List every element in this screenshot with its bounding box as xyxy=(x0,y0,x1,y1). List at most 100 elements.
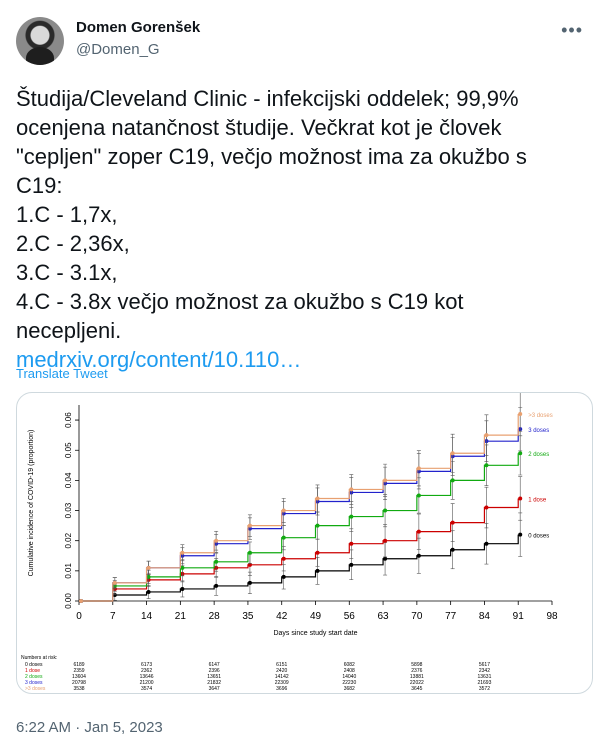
risk-cell: 3647 xyxy=(209,686,220,692)
x-tick-label: 63 xyxy=(378,611,390,622)
data-point xyxy=(79,599,83,603)
risk-cell: 21832 xyxy=(207,680,221,686)
more-dots-icon[interactable]: ••• xyxy=(561,20,583,40)
risk-cell: 22309 xyxy=(275,680,289,686)
data-point xyxy=(315,496,320,501)
author-handle[interactable]: @Domen_G xyxy=(76,41,160,58)
data-point xyxy=(214,559,219,564)
data-point xyxy=(349,562,354,567)
avatar[interactable] xyxy=(16,17,64,65)
risk-cell: 2396 xyxy=(209,668,220,674)
series-label: 3 doses xyxy=(528,428,549,434)
data-point xyxy=(146,589,151,594)
data-point xyxy=(349,541,354,546)
risk-cell: 2376 xyxy=(411,668,422,674)
x-tick-label: 7 xyxy=(110,611,116,622)
data-point xyxy=(484,505,489,510)
x-axis-label: Days since study start date xyxy=(273,630,357,637)
data-point xyxy=(518,451,523,456)
y-tick-label: 0.06 xyxy=(64,412,73,428)
data-point xyxy=(180,586,185,591)
x-tick-label: 84 xyxy=(479,611,491,622)
data-point xyxy=(383,478,388,483)
series-label: 0 doses xyxy=(528,534,549,540)
data-point xyxy=(281,535,286,540)
data-point xyxy=(247,580,252,585)
tweet-line: ocenjena natančnost študije. Večkrat kot… xyxy=(16,115,502,140)
risk-row-label: 2 doses xyxy=(25,674,43,680)
y-tick-label: 0.05 xyxy=(64,442,73,458)
x-tick-label: 14 xyxy=(141,611,153,622)
y-tick-label: 0.02 xyxy=(64,532,73,548)
risk-cell: 13646 xyxy=(140,674,154,680)
data-point xyxy=(112,580,117,585)
x-tick-label: 0 xyxy=(76,611,82,622)
chart-image[interactable]: 0 7 14 21 28 35 42 49 56 63 70 77 84 91 98 0.00 0.01 0.02… xyxy=(16,392,593,694)
risk-cell: 6082 xyxy=(344,662,355,668)
series-line-4 xyxy=(79,414,519,602)
data-point xyxy=(180,550,185,555)
risk-cell: 22022 xyxy=(410,680,424,686)
data-point xyxy=(518,412,523,417)
tweet-text: Študija/Cleveland Clinic - infekcijski o… xyxy=(16,84,591,374)
risk-cell: 2342 xyxy=(479,668,490,674)
data-point xyxy=(247,550,252,555)
tweet-line: "cepljen" zoper C19, večjo možnost ima z… xyxy=(16,144,527,169)
y-tick-label: 0.01 xyxy=(64,563,73,579)
translate-tweet-link[interactable]: Translate Tweet xyxy=(16,366,108,381)
data-point xyxy=(349,487,354,492)
data-point xyxy=(484,433,489,438)
tweet-line: 4.C - 3.8x večjo možnost za okužbo s C19… xyxy=(16,289,464,314)
series-line-1 xyxy=(79,498,519,602)
data-point xyxy=(383,538,388,543)
risk-cell: 5617 xyxy=(479,662,490,668)
data-point xyxy=(484,463,489,468)
data-point xyxy=(146,574,151,579)
y-tick-label: 0.03 xyxy=(64,502,73,518)
y-tick-label: 0.00 xyxy=(64,593,73,609)
risk-row-label: 0 doses xyxy=(25,662,43,668)
data-point xyxy=(383,556,388,561)
data-point xyxy=(146,565,151,570)
author-name[interactable]: Domen Gorenšek xyxy=(76,19,201,36)
risk-cell: 13651 xyxy=(207,674,221,680)
x-tick-label: 98 xyxy=(546,611,558,622)
x-tick-label: 70 xyxy=(411,611,423,622)
tweet-line: C19: xyxy=(16,173,63,198)
data-point xyxy=(383,508,388,513)
risk-row-label: 1 dose xyxy=(25,668,40,674)
data-point xyxy=(416,493,421,498)
tweet-link[interactable]: medrxiv.org/content/10.110… xyxy=(16,347,302,372)
tweet-timestamp[interactable]: 6:22 AM · Jan 5, 2023 xyxy=(16,719,163,736)
data-point xyxy=(281,508,286,513)
risk-cell: 20798 xyxy=(72,680,86,686)
data-point xyxy=(416,553,421,558)
x-tick-label: 56 xyxy=(344,611,356,622)
series-label: 1 dose xyxy=(528,497,547,503)
x-tick-label: 42 xyxy=(276,611,288,622)
tweet-line: 3.C - 3.1x, xyxy=(16,260,118,285)
risk-cell: 2362 xyxy=(141,668,152,674)
data-point xyxy=(518,496,523,501)
risk-cell: 13881 xyxy=(410,674,424,680)
risk-cell: 6147 xyxy=(209,662,220,668)
series-label: 2 doses xyxy=(528,452,549,458)
y-tick-label: 0.04 xyxy=(64,472,73,488)
data-point xyxy=(315,550,320,555)
data-point xyxy=(315,568,320,573)
risk-cell: 6189 xyxy=(73,662,84,668)
data-point xyxy=(315,523,320,528)
x-tick-label: 28 xyxy=(209,611,221,622)
risk-cell: 13604 xyxy=(72,674,86,680)
data-point xyxy=(518,532,523,537)
series-line-2 xyxy=(79,453,519,602)
series-label: >3 doses xyxy=(528,413,553,419)
risk-cell: 2408 xyxy=(344,668,355,674)
data-point xyxy=(416,529,421,534)
risk-cell: 3538 xyxy=(73,686,84,692)
x-tick-label: 91 xyxy=(513,611,525,622)
risk-cell: 6151 xyxy=(276,662,287,668)
data-point xyxy=(214,583,219,588)
data-point xyxy=(281,556,286,561)
risk-cell: 3682 xyxy=(344,686,355,692)
